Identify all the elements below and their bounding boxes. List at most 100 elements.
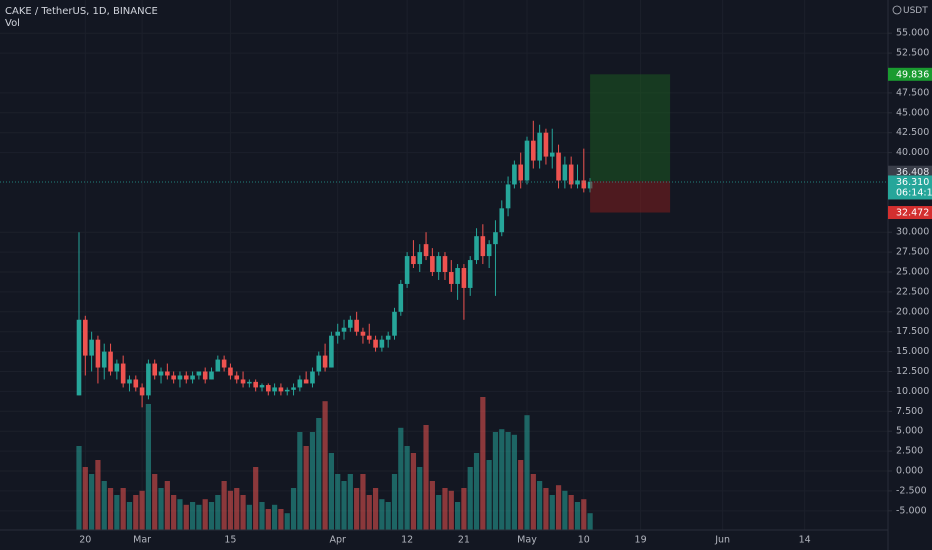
- candle-body: [297, 379, 303, 388]
- y-tick-label: -2.500: [896, 485, 927, 496]
- volume-bar: [272, 504, 278, 530]
- candle-body: [215, 359, 221, 372]
- volume-bar: [568, 495, 574, 530]
- candle-body: [486, 244, 492, 257]
- candle-body: [221, 359, 227, 368]
- candle-body: [89, 339, 94, 356]
- volume-bar: [587, 513, 593, 530]
- countdown-label: 06:14:10: [896, 187, 932, 198]
- candle-body: [562, 164, 568, 181]
- candle-body: [158, 371, 164, 376]
- volume-bar: [537, 481, 543, 530]
- candle-body: [202, 371, 208, 380]
- y-tick-label: 30.000: [896, 227, 929, 238]
- x-tick-label: 14: [799, 535, 811, 546]
- volume-bar: [171, 495, 177, 530]
- volume-bar: [518, 460, 524, 530]
- candle-body: [177, 375, 183, 380]
- x-tick-label: Apr: [329, 535, 346, 546]
- loss-zone: [590, 181, 671, 213]
- volume-bar: [461, 488, 467, 530]
- candle-body: [329, 335, 334, 368]
- volume-bar: [486, 460, 492, 530]
- candle-body: [240, 379, 246, 384]
- volume-bar: [454, 502, 461, 530]
- candle-body: [76, 319, 82, 396]
- volume-bar: [366, 495, 372, 530]
- y-tick-label: 7.500: [896, 406, 923, 417]
- y-tick-label: 2.500: [896, 446, 923, 457]
- candle-body: [284, 389, 290, 392]
- candle-body: [183, 375, 189, 380]
- grid: [0, 0, 888, 530]
- x-tick-label: 10: [578, 535, 590, 546]
- candle-body: [568, 164, 574, 185]
- volume-bar: [511, 434, 517, 530]
- candle-body: [556, 152, 561, 181]
- candle-body: [360, 331, 366, 336]
- volume-bar: [574, 502, 581, 530]
- volume-bar: [480, 397, 486, 530]
- candle-body: [101, 351, 107, 368]
- y-tick-label: 12.500: [896, 366, 929, 377]
- candle-body: [247, 381, 252, 384]
- candle-body: [436, 256, 441, 273]
- stop-label: 32.472: [896, 208, 929, 219]
- candle-body: [411, 256, 416, 265]
- candle-body: [417, 252, 423, 265]
- candle-body: [303, 379, 309, 384]
- volume-bar: [398, 427, 404, 530]
- volume-bar: [423, 425, 429, 530]
- volume-bar: [530, 474, 536, 530]
- candle-body: [259, 385, 265, 388]
- volume-bar: [114, 495, 120, 530]
- y-tick-label: 10.000: [896, 386, 929, 397]
- volume-bar: [360, 474, 366, 530]
- x-tick-label: 12: [401, 535, 413, 546]
- candle-body: [537, 132, 542, 161]
- plot: [0, 74, 888, 530]
- y-tick-label: 52.500: [896, 48, 929, 59]
- volume-bar: [555, 485, 562, 530]
- candle-body: [95, 339, 101, 368]
- candle-body: [322, 355, 328, 368]
- volume-bar: [290, 488, 297, 530]
- candle-body: [108, 351, 113, 372]
- y-tick-label: 40.000: [896, 147, 929, 158]
- volume-bar: [347, 474, 353, 530]
- volume-bar: [410, 453, 417, 530]
- y-tick-label: 17.500: [896, 326, 929, 337]
- volume-bar: [297, 432, 303, 530]
- y-tick-label: -5.000: [896, 505, 927, 516]
- volume-bar: [505, 432, 511, 530]
- volume-bar: [492, 432, 499, 530]
- candle-body: [228, 367, 233, 376]
- volume-bar: [120, 488, 126, 530]
- candle-body: [335, 331, 341, 336]
- candle-body: [133, 379, 139, 388]
- candle-body: [543, 132, 549, 157]
- volume-bar: [354, 488, 360, 530]
- candle-body: [83, 319, 88, 356]
- candle-body: [448, 272, 454, 284]
- volume-bar: [202, 499, 208, 530]
- y-tick-label: 27.500: [896, 247, 929, 258]
- volume-bar: [240, 495, 246, 530]
- candle-body: [499, 208, 505, 233]
- volume-bar: [126, 502, 133, 530]
- volume-bar: [543, 488, 549, 530]
- candle-body: [272, 387, 277, 392]
- candle-body: [291, 387, 296, 390]
- chart-title: CAKE / TetherUS, 1D, BINANCE: [5, 6, 158, 17]
- candle-body: [316, 355, 322, 372]
- candle-body: [209, 371, 214, 380]
- volume-bar: [227, 490, 234, 530]
- volume-bar: [303, 446, 309, 530]
- volume-bar: [95, 460, 101, 530]
- volume-label: Vol: [5, 18, 20, 29]
- volume-bar: [341, 481, 347, 530]
- currency-icon: [892, 5, 902, 15]
- candle-body: [575, 180, 580, 185]
- volume-bar: [196, 504, 202, 530]
